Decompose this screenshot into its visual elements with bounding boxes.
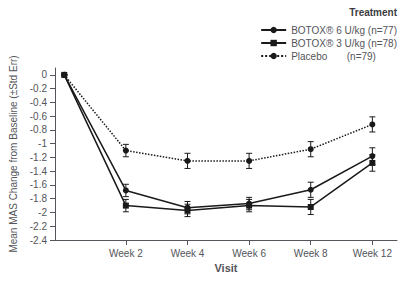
svg-text:Treatment: Treatment	[349, 7, 397, 18]
svg-text:-1.6: -1.6	[30, 179, 48, 190]
svg-text:BOTOX® 3 U/kg (n=78): BOTOX® 3 U/kg (n=78)	[291, 38, 397, 49]
svg-text:-1.2: -1.2	[30, 152, 48, 163]
svg-text:Week 8: Week 8	[294, 248, 328, 259]
svg-text:0: 0	[41, 69, 47, 80]
svg-text:Week 12: Week 12	[353, 248, 393, 259]
svg-text:Week 6: Week 6	[232, 248, 266, 259]
svg-text:Visit: Visit	[214, 262, 237, 274]
svg-text:-0.4: -0.4	[30, 97, 48, 108]
svg-text:Placebo (n=79): Placebo (n=79)	[291, 51, 376, 62]
svg-text:BOTOX® 6 U/kg (n=77): BOTOX® 6 U/kg (n=77)	[291, 25, 397, 36]
svg-text:Mean MAS Change from Baseline: Mean MAS Change from Baseline (±Std Err)	[8, 55, 19, 252]
svg-text:-0.8: -0.8	[30, 124, 48, 135]
svg-text:-0.6: -0.6	[30, 111, 48, 122]
svg-text:-2.4: -2.4	[30, 235, 48, 246]
svg-text:Week 2: Week 2	[109, 248, 143, 259]
svg-text:-1.8: -1.8	[30, 193, 48, 204]
svg-text:-1.4: -1.4	[30, 166, 48, 177]
svg-text:-2.2: -2.2	[30, 221, 48, 232]
svg-text:Week 4: Week 4	[171, 248, 205, 259]
svg-text:-0.2: -0.2	[30, 83, 48, 94]
svg-text:-2: -2	[38, 207, 47, 218]
svg-text:-1: -1	[38, 138, 47, 149]
